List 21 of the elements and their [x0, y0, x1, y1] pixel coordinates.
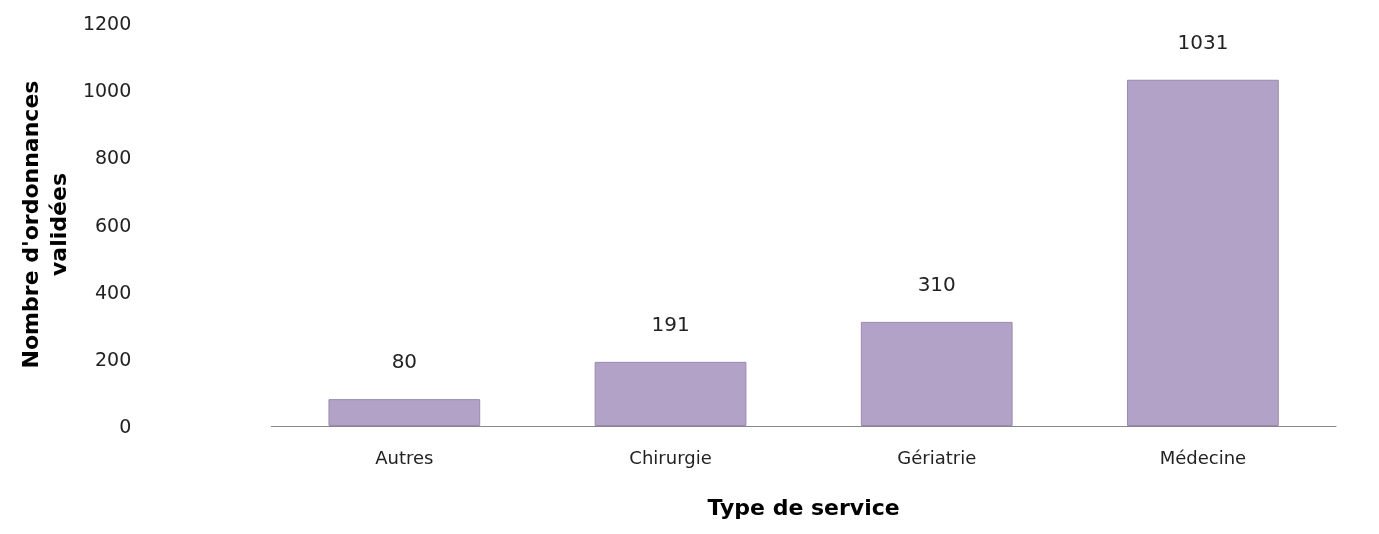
- bar: [1127, 79, 1279, 426]
- y-tick-label: 800: [94, 146, 132, 169]
- x-tick-label: Chirurgie: [629, 446, 712, 468]
- data-label: 191: [651, 311, 690, 336]
- y-tick-label: 0: [119, 415, 132, 437]
- x-tick-label: Médecine: [1159, 446, 1247, 468]
- data-label: 80: [391, 349, 418, 374]
- y-tick-label: 1200: [82, 12, 132, 34]
- x-tick-label: Gériatrie: [897, 446, 977, 468]
- bar: [594, 361, 747, 426]
- x-tick-label: Autres: [375, 446, 434, 468]
- bar: [328, 399, 481, 426]
- x-axis-title: Type de service: [707, 494, 900, 520]
- y-tick-label: 200: [94, 347, 132, 370]
- data-label: 1031: [1177, 29, 1229, 54]
- y-tick-label: 600: [94, 213, 132, 236]
- data-label: 310: [917, 271, 956, 296]
- y-axis-title: Nombre d'ordonnances validées: [17, 80, 71, 369]
- y-tick-label: 1000: [82, 79, 132, 102]
- y-tick-label: 400: [94, 280, 132, 303]
- bar: [860, 321, 1013, 426]
